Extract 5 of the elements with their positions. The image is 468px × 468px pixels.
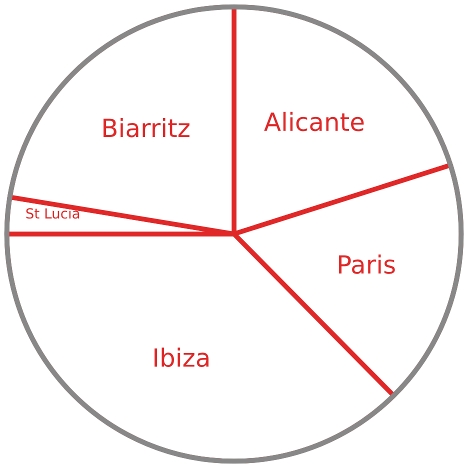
slice-label: Biarritz — [104, 118, 190, 138]
slice-label: St Lucia — [26, 208, 80, 219]
slice-label: Alicante — [264, 112, 364, 132]
slice-label: Ibiza — [154, 348, 208, 368]
slice-label: Paris — [339, 254, 395, 274]
